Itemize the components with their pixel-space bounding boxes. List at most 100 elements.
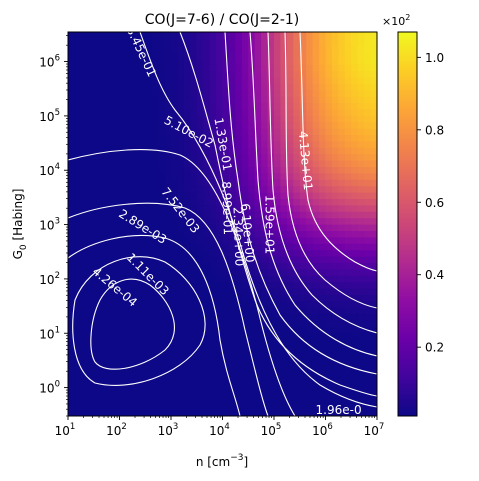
heatmap-cell xyxy=(158,204,166,212)
heatmap-cell xyxy=(80,281,88,289)
heatmap-cell xyxy=(183,384,191,391)
heatmap-cell xyxy=(164,352,172,359)
heatmap-cell xyxy=(370,300,377,308)
heatmap-cell xyxy=(274,160,282,167)
heatmap-cell xyxy=(74,236,82,244)
heatmap-cell xyxy=(177,249,185,257)
heatmap-cell xyxy=(235,320,243,327)
heatmap-cell xyxy=(357,288,365,295)
heatmap-cell xyxy=(306,192,314,199)
heatmap-cell xyxy=(183,76,191,84)
heatmap-cell xyxy=(209,377,217,385)
heatmap-cell xyxy=(331,108,339,116)
heatmap-cell xyxy=(228,281,236,289)
heatmap-cell xyxy=(190,371,198,379)
heatmap-cell xyxy=(293,390,301,398)
heatmap-cell xyxy=(74,288,82,295)
heatmap-cell xyxy=(87,140,95,148)
heatmap-cell xyxy=(145,339,153,347)
heatmap-cell xyxy=(325,57,333,65)
heatmap-cell xyxy=(125,352,133,359)
heatmap-cell xyxy=(364,364,372,372)
heatmap-cell xyxy=(74,147,82,155)
heatmap-cell xyxy=(222,32,230,39)
heatmap-cell xyxy=(209,70,217,78)
heatmap-cell xyxy=(325,275,333,283)
heatmap-cell xyxy=(248,96,256,103)
heatmap-cell xyxy=(177,326,185,334)
heatmap-cell xyxy=(286,147,294,155)
heatmap-cell xyxy=(228,339,236,347)
heatmap-cell xyxy=(216,166,224,174)
heatmap-cell xyxy=(151,38,159,46)
heatmap-cell xyxy=(286,179,294,187)
heatmap-cell xyxy=(177,76,185,84)
heatmap-cell xyxy=(338,332,346,340)
heatmap-cell xyxy=(203,192,211,199)
heatmap-cell xyxy=(344,352,352,359)
heatmap-cell xyxy=(106,358,114,366)
heatmap-cell xyxy=(100,51,108,59)
heatmap-cell xyxy=(319,57,327,65)
heatmap-cell xyxy=(357,140,365,148)
heatmap-cell xyxy=(125,57,133,65)
heatmap-cell xyxy=(87,262,95,270)
heatmap-cell xyxy=(370,409,377,416)
heatmap-cell xyxy=(80,192,88,199)
heatmap-cell xyxy=(370,108,377,116)
heatmap-cell xyxy=(235,198,243,206)
contour-label: 4.13e+01 xyxy=(296,130,315,190)
heatmap-cell xyxy=(357,281,365,289)
heatmap-cell xyxy=(80,384,88,391)
heatmap-cell xyxy=(216,217,224,225)
heatmap-cell xyxy=(344,243,352,251)
heatmap-cell xyxy=(145,262,153,270)
heatmap-cell xyxy=(158,409,166,416)
heatmap-cell xyxy=(164,51,172,59)
heatmap-cell xyxy=(100,57,108,65)
heatmap-cell xyxy=(203,320,211,327)
heatmap-cell xyxy=(241,83,249,91)
heatmap-cell xyxy=(344,262,352,270)
heatmap-cell xyxy=(164,121,172,129)
heatmap-cell xyxy=(74,300,82,308)
heatmap-cell xyxy=(164,64,172,71)
heatmap-cell xyxy=(158,275,166,283)
heatmap-cell xyxy=(338,403,346,411)
heatmap-cell xyxy=(241,172,249,180)
heatmap-cell xyxy=(145,294,153,302)
heatmap-cell xyxy=(138,198,146,206)
heatmap-cell xyxy=(209,108,217,116)
heatmap-cell xyxy=(106,352,114,359)
heatmap-cell xyxy=(171,224,179,231)
heatmap-cell xyxy=(280,57,288,65)
heatmap-cell xyxy=(209,89,217,97)
heatmap-cell xyxy=(190,294,198,302)
heatmap-cell xyxy=(145,224,153,231)
heatmap-cell xyxy=(274,96,282,103)
heatmap-cell xyxy=(113,294,121,302)
heatmap-cell xyxy=(235,396,243,404)
heatmap-cell xyxy=(274,153,282,161)
heatmap-cell xyxy=(280,409,288,416)
heatmap-cell xyxy=(293,38,301,46)
heatmap-cell xyxy=(203,108,211,116)
heatmap-cell xyxy=(216,44,224,52)
heatmap-cell xyxy=(183,96,191,103)
heatmap-cell xyxy=(145,128,153,135)
heatmap-cell xyxy=(113,217,121,225)
heatmap-cell xyxy=(216,153,224,161)
heatmap-cell xyxy=(267,377,275,385)
heatmap-cell xyxy=(261,89,269,97)
heatmap-cell xyxy=(299,352,307,359)
heatmap-cell xyxy=(331,262,339,270)
heatmap-cell xyxy=(119,396,127,404)
heatmap-cell xyxy=(183,140,191,148)
heatmap-cell xyxy=(254,313,262,321)
heatmap-cell xyxy=(222,281,230,289)
heatmap-cell xyxy=(235,358,243,366)
heatmap-cell xyxy=(132,364,140,372)
heatmap-cell xyxy=(80,224,88,231)
heatmap-cell xyxy=(106,198,114,206)
